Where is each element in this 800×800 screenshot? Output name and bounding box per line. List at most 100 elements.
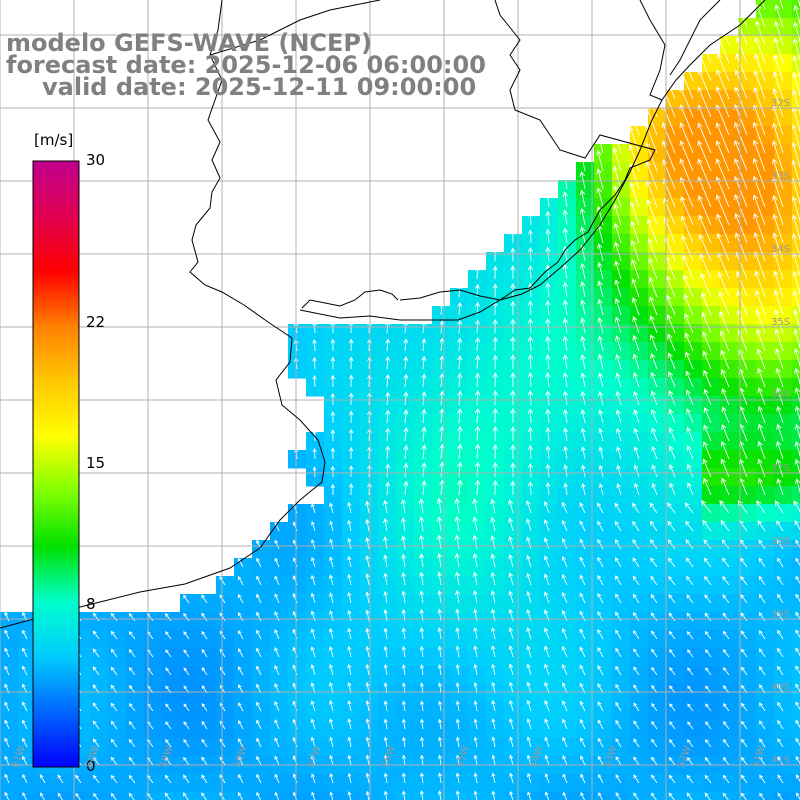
wind-arrow xyxy=(238,630,244,640)
wind-arrow xyxy=(110,630,118,640)
wind-speed-cell xyxy=(702,216,721,235)
wind-speed-cell xyxy=(378,504,397,523)
wind-speed-cell xyxy=(144,630,163,649)
wind-arrow xyxy=(526,736,532,748)
wind-arrow xyxy=(39,774,46,784)
wind-arrow xyxy=(491,718,496,730)
wind-speed-cell xyxy=(18,648,37,667)
wind-arrow xyxy=(596,187,604,208)
wind-speed-cell xyxy=(648,396,667,415)
wind-speed-cell xyxy=(540,684,559,703)
wind-speed-cell xyxy=(576,288,595,307)
wind-speed-cell xyxy=(576,738,595,757)
wind-arrow xyxy=(128,630,136,640)
wind-speed-cell xyxy=(288,630,307,649)
wind-speed-cell xyxy=(594,360,613,379)
wind-arrow xyxy=(274,701,280,712)
wind-arrow xyxy=(329,502,334,514)
wind-arrow xyxy=(201,667,208,676)
wind-arrow xyxy=(365,718,370,730)
wind-arrow xyxy=(650,353,658,370)
wind-arrow xyxy=(237,593,244,604)
wind-speed-cell xyxy=(540,594,559,613)
wind-speed-cell xyxy=(234,612,253,631)
colorbar-tick-label: 0 xyxy=(86,757,96,775)
wind-speed-cell xyxy=(306,720,325,739)
wind-arrow xyxy=(330,465,335,478)
wind-speed-cell xyxy=(252,612,271,631)
wind-arrow xyxy=(454,515,461,532)
wind-speed-cell xyxy=(558,648,577,667)
wind-arrow xyxy=(165,739,172,748)
wind-speed-cell xyxy=(666,180,685,199)
wind-speed-cell xyxy=(486,432,505,451)
wind-arrow xyxy=(329,538,334,550)
wind-speed-cell xyxy=(396,666,415,685)
wind-arrow xyxy=(752,139,766,172)
wind-arrow xyxy=(629,182,640,208)
wind-speed-cell xyxy=(720,162,739,181)
wind-arrow xyxy=(526,590,532,604)
wind-speed-cell xyxy=(324,486,343,505)
wind-arrow xyxy=(777,593,784,604)
wind-speed-cell xyxy=(738,144,757,163)
wind-arrow xyxy=(329,574,334,586)
wind-speed-cell xyxy=(378,720,397,739)
wind-arrow xyxy=(201,720,208,730)
wind-arrow xyxy=(544,773,550,784)
wind-speed-cell xyxy=(774,738,793,757)
wind-speed-cell xyxy=(180,702,199,721)
wind-speed-cell xyxy=(666,432,685,451)
wind-arrow xyxy=(128,666,136,676)
wind-speed-cell xyxy=(702,558,721,577)
wind-arrow xyxy=(738,348,748,370)
wind-arrow xyxy=(543,555,550,568)
wind-speed-cell xyxy=(558,720,577,739)
wind-speed-cell xyxy=(612,360,631,379)
wind-speed-cell xyxy=(594,648,613,667)
wind-speed-cell xyxy=(630,414,649,433)
wind-arrow xyxy=(720,349,730,370)
wind-speed-cell xyxy=(396,540,415,559)
wind-arrow xyxy=(201,756,208,766)
wind-arrow xyxy=(474,479,481,496)
wind-arrow xyxy=(721,477,730,496)
wind-speed-cell xyxy=(702,576,721,595)
wind-arrow xyxy=(667,520,676,532)
wind-speed-cell xyxy=(792,648,800,667)
wind-arrow xyxy=(544,681,550,694)
wind-speed-cell xyxy=(324,396,343,415)
wind-arrow xyxy=(543,537,550,550)
wind-speed-cell xyxy=(180,720,199,739)
wind-speed-cell xyxy=(612,468,631,487)
wind-speed-cell xyxy=(360,630,379,649)
wind-arrow xyxy=(598,464,604,478)
wind-speed-cell xyxy=(522,216,541,235)
wind-arrow xyxy=(492,247,498,262)
wind-arrow xyxy=(716,52,730,82)
wind-arrow xyxy=(457,479,463,496)
wind-speed-cell xyxy=(504,648,523,667)
wind-arrow xyxy=(385,445,391,460)
wind-speed-cell xyxy=(648,738,667,757)
wind-speed-cell xyxy=(270,558,289,577)
wind-speed-cell xyxy=(630,540,649,559)
wind-speed-cell xyxy=(360,702,379,721)
wind-speed-cell xyxy=(792,720,800,739)
wind-arrow xyxy=(580,427,586,442)
wind-speed-cell xyxy=(792,738,800,757)
wind-speed-cell xyxy=(504,666,523,685)
wind-speed-cell xyxy=(612,720,631,739)
wind-speed-cell xyxy=(648,378,667,397)
wind-arrow xyxy=(580,353,586,370)
wind-speed-cell xyxy=(756,774,775,793)
wind-arrow xyxy=(311,520,316,532)
wind-arrow xyxy=(256,665,262,676)
wind-speed-cell xyxy=(414,738,433,757)
wind-arrow xyxy=(401,682,406,694)
wind-arrow xyxy=(632,372,640,388)
wind-speed-cell xyxy=(234,576,253,595)
wind-arrow xyxy=(491,663,496,676)
wind-arrow xyxy=(704,630,712,640)
wind-speed-cell xyxy=(324,774,343,793)
